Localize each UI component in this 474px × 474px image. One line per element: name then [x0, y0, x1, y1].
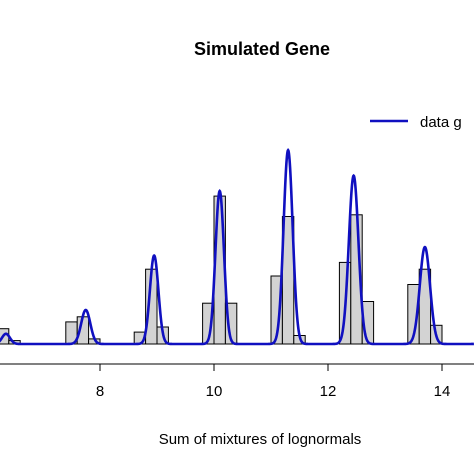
x-tick-label: 8 [96, 383, 104, 400]
x-axis-label: Sum of mixtures of lognormals [159, 431, 362, 448]
histogram-bar [418, 268, 432, 345]
series-line-data-g [0, 148, 474, 346]
chart-title: Simulated Gene [194, 39, 330, 59]
x-tick-label: 14 [434, 383, 451, 400]
legend: data g [370, 114, 462, 131]
histogram-bars [0, 195, 443, 345]
x-tick-label: 10 [206, 383, 223, 400]
x-tick-label: 12 [320, 383, 337, 400]
histogram-bar [361, 301, 375, 345]
x-axis-ticks: 8 10 12 14 [96, 364, 451, 400]
histogram-bar [224, 302, 238, 345]
legend-label-data-g: data g [420, 114, 462, 131]
